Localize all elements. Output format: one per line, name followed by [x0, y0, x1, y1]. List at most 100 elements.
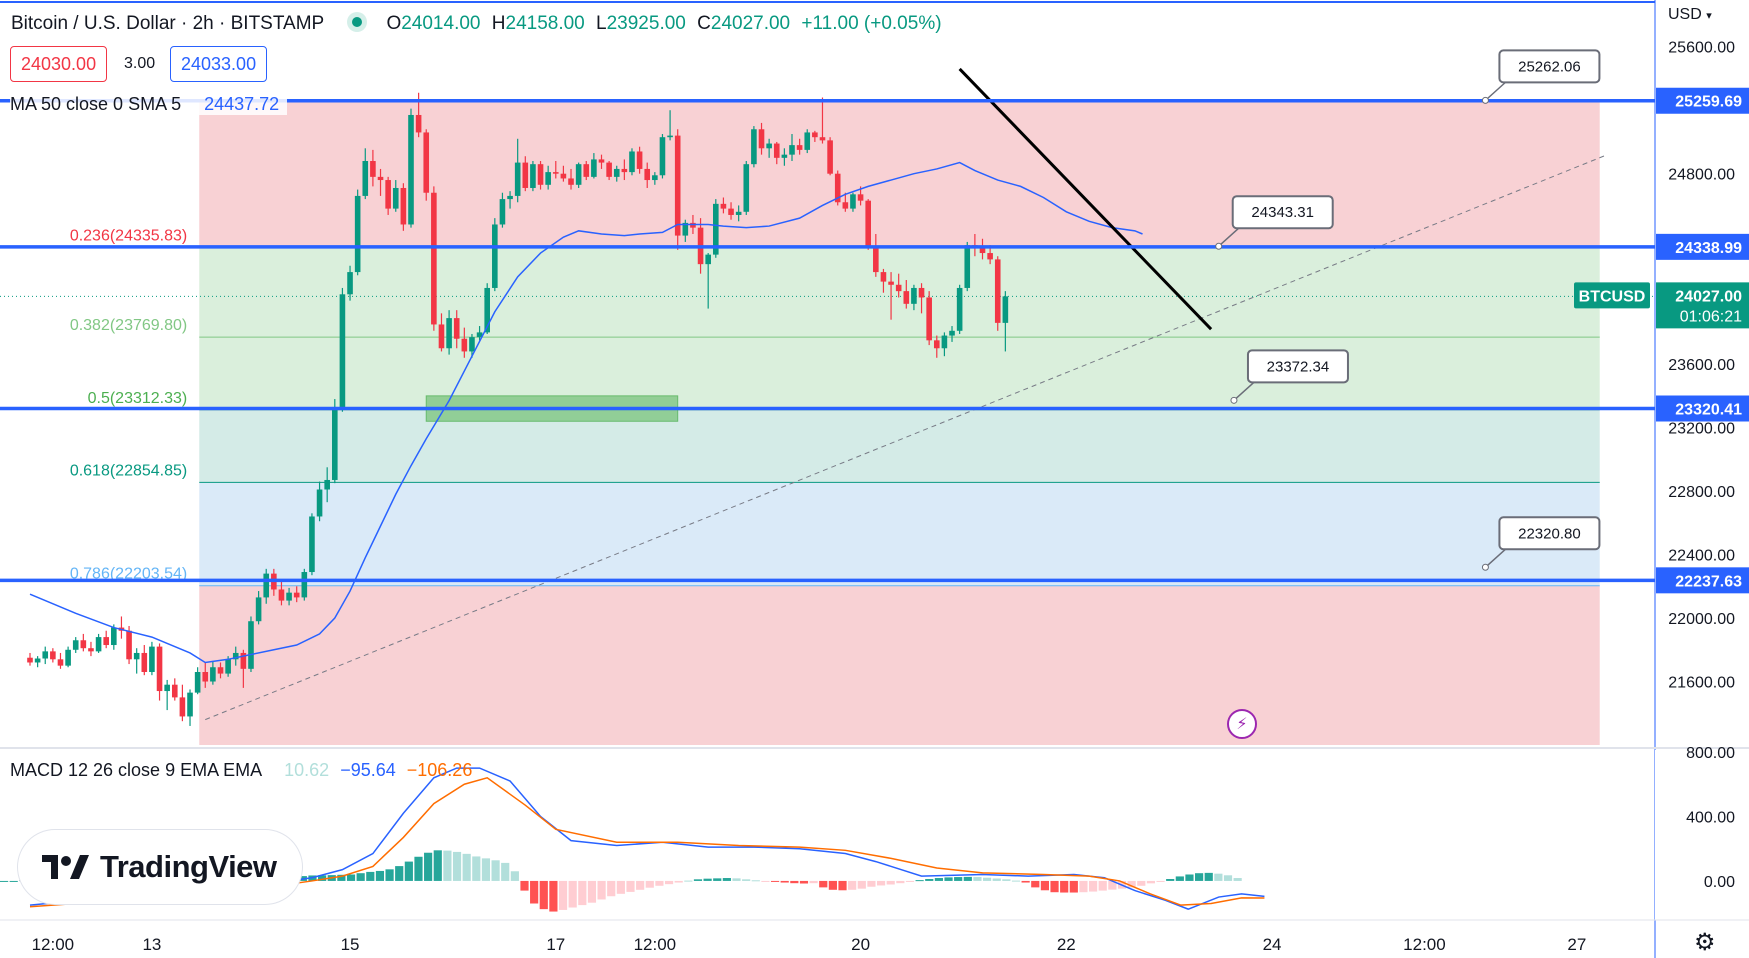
- macd-group: [0, 767, 1265, 912]
- macd-histogram-bar: [886, 880, 895, 885]
- time-tick-label: 24: [1263, 935, 1282, 954]
- candle-body: [370, 161, 376, 177]
- candle-body: [126, 630, 132, 660]
- macd-histogram-bar: [790, 880, 799, 884]
- candle-body: [720, 203, 727, 209]
- buy-button[interactable]: 24033.00: [170, 46, 268, 82]
- macd-histogram-bar: [722, 878, 731, 881]
- tradingview-logo[interactable]: TradingView: [18, 830, 302, 904]
- macd-histogram-bar: [963, 876, 972, 881]
- macd-tick-label: 400.00: [1686, 809, 1735, 826]
- callout-box: [1231, 195, 1334, 230]
- candle-body: [50, 651, 56, 660]
- macd-histogram-bar: [934, 878, 943, 881]
- candle-body: [469, 337, 475, 352]
- macd-histogram-bar: [713, 878, 722, 881]
- candle-body: [164, 684, 170, 692]
- currency-menu[interactable]: USD ▾: [1668, 6, 1712, 24]
- candle-body: [149, 646, 155, 672]
- price-level-tag-label: 24338.99: [1675, 240, 1742, 257]
- candle-body: [575, 164, 582, 185]
- candle-body: [956, 287, 963, 331]
- macd-histogram-bar: [761, 880, 770, 882]
- last-price-label: 24027.00: [1675, 288, 1742, 305]
- gear-icon[interactable]: ⚙: [1694, 929, 1716, 956]
- candle-body: [690, 222, 696, 228]
- macd-histogram-bar: [828, 880, 837, 890]
- ma-legend[interactable]: MA 50 close 0 SMA 5 24437.72: [10, 94, 288, 115]
- candle-body: [225, 659, 231, 674]
- price-tick-label: 23200.00: [1668, 421, 1735, 438]
- macd-histogram-bar: [664, 880, 674, 885]
- candle-body: [57, 659, 64, 666]
- callout-leader: [1484, 548, 1506, 568]
- candle-body: [423, 132, 430, 193]
- candle-body: [949, 330, 955, 336]
- low-label: L: [596, 13, 607, 34]
- macd-histogram-bar: [1175, 876, 1184, 881]
- sell-button[interactable]: 24030.00: [10, 46, 108, 82]
- macd-histogram-bar: [944, 877, 953, 881]
- candle-body: [667, 135, 673, 138]
- callout-label: 23372.34: [1267, 358, 1330, 375]
- macd-histogram-bar: [1060, 880, 1069, 893]
- candle-body: [187, 692, 193, 717]
- macd-histogram-bar: [587, 880, 597, 903]
- candle-body: [492, 224, 498, 288]
- price-tick-label: 25600.00: [1668, 40, 1735, 57]
- ma-legend-label: MA 50 close 0 SMA 5: [10, 94, 182, 114]
- lightning-icon[interactable]: ⚡: [1227, 709, 1257, 739]
- macd-histogram-bar: [674, 880, 683, 883]
- symbol-header[interactable]: Bitcoin / U.S. Dollar · 2h · BITSTAMP O2…: [11, 12, 942, 35]
- candle-body: [636, 151, 643, 169]
- macd-legend[interactable]: MACD 12 26 close 9 EMA EMA 10.62 −95.64 …: [10, 760, 472, 781]
- candle-body: [659, 137, 666, 176]
- candle-body: [324, 479, 330, 490]
- candle-body: [255, 597, 262, 622]
- candle-body: [263, 573, 270, 598]
- candle-body: [583, 164, 590, 177]
- macd-histogram-bar: [1089, 880, 1098, 892]
- candle-body: [979, 248, 986, 254]
- macd-tick-label: 800.00: [1686, 745, 1735, 762]
- macd-histogram-bar: [780, 880, 789, 883]
- candle-body: [354, 195, 361, 273]
- time-tick-label: 20: [851, 935, 870, 954]
- candle-body: [621, 168, 628, 173]
- callout-box: [1498, 49, 1601, 84]
- candle-body: [789, 145, 795, 155]
- macd-histogram-bar: [751, 880, 760, 882]
- candle-body: [408, 114, 414, 225]
- candle-body: [400, 187, 407, 225]
- macd-histogram-bar: [510, 871, 519, 881]
- macd-histogram-bar: [848, 880, 857, 890]
- macd-histogram-bar: [915, 880, 924, 882]
- macd-histogram-bar: [443, 850, 452, 881]
- fib-zone: [199, 585, 1600, 745]
- price-tick-label: 23600.00: [1668, 357, 1735, 374]
- tradingview-logo-icon: [42, 855, 89, 879]
- macd-histogram-bar: [1108, 880, 1117, 890]
- price-level-tag-label: 23320.41: [1675, 402, 1742, 419]
- macd-histogram-bar: [1011, 880, 1021, 882]
- candle-body: [598, 159, 605, 163]
- symbol-title[interactable]: Bitcoin / U.S. Dollar · 2h · BITSTAMP: [11, 13, 324, 34]
- macd-histogram-bar: [1195, 873, 1204, 881]
- macd-histogram-bar: [530, 880, 539, 904]
- price-tick-label: 21600.00: [1668, 675, 1735, 692]
- candle-body: [248, 621, 254, 669]
- macd-histogram-bar: [799, 880, 809, 884]
- candle-body: [141, 652, 148, 672]
- macd-histogram-bar: [414, 856, 423, 881]
- macd-histogram-bar: [578, 880, 587, 906]
- candle-body: [347, 272, 353, 295]
- macd-histogram-bar: [1137, 880, 1146, 886]
- macd-signal-line: [29, 776, 1265, 908]
- candle-body: [994, 259, 1001, 323]
- macd-histogram-bar: [433, 850, 442, 881]
- candle-body: [834, 173, 841, 203]
- ma-line: [29, 161, 1143, 664]
- macd-histogram-bar: [481, 858, 491, 881]
- time-tick-label: 27: [1567, 935, 1586, 954]
